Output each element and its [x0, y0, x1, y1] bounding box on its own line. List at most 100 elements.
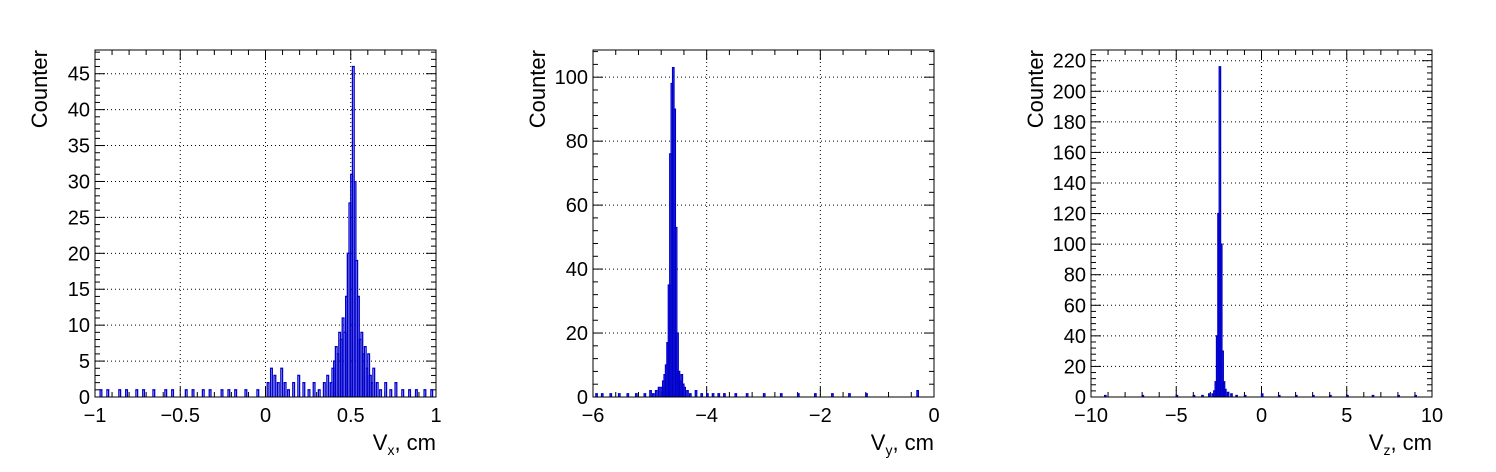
histogram-bin	[292, 381, 296, 397]
histogram-bin	[1219, 243, 1223, 397]
y-tick-label: 160	[1053, 142, 1086, 164]
y-tick-label: 35	[68, 136, 90, 158]
histogram-bin	[266, 381, 270, 397]
plot-frame	[592, 49, 935, 398]
y-tick-label: 45	[68, 64, 90, 86]
histogram-bin	[1329, 394, 1332, 397]
histogram-bin	[1141, 394, 1145, 397]
y-tick-label: 180	[1053, 112, 1086, 134]
histogram-bin	[711, 393, 715, 397]
histogram-bin	[652, 393, 655, 397]
y-axis-title: Counter	[1023, 50, 1048, 128]
x-tick-label: −5	[1165, 405, 1188, 427]
plot-frame	[94, 49, 437, 398]
histogram-bin	[1192, 394, 1196, 397]
histogram-bin	[626, 393, 630, 397]
histogram-bin	[1414, 394, 1417, 397]
histogram-bin	[414, 389, 418, 397]
y-tick-label: 0	[577, 387, 588, 409]
histogram-bin	[779, 393, 783, 397]
histogram-bin	[280, 367, 284, 397]
histogram-bin	[142, 389, 146, 397]
histogram-bin	[1346, 394, 1349, 397]
histogram-bin	[375, 381, 379, 397]
histogram-bin	[394, 381, 398, 397]
y-tick-label: 60	[566, 195, 588, 217]
x-tick-label: 1	[430, 405, 441, 427]
x-tick-label: −4	[695, 405, 718, 427]
histogram-bin	[848, 393, 851, 397]
histogram-bin	[595, 393, 598, 397]
histogram-bin	[106, 389, 110, 397]
histogram-bin	[1230, 393, 1233, 397]
histogram-bin	[617, 393, 621, 397]
histogram-bin	[326, 374, 330, 397]
histogram-bin	[654, 389, 658, 397]
x-tick-label: 5	[1341, 405, 1352, 427]
histogram-bin	[234, 389, 238, 397]
y-tick-label: 100	[555, 67, 588, 89]
histogram-bin	[430, 389, 434, 397]
y-tick-label: 120	[1053, 204, 1086, 226]
histogram-bin	[220, 389, 224, 397]
y-tick-label: 0	[79, 387, 90, 409]
x-tick-label: −2	[809, 405, 832, 427]
y-tick-label: 0	[1075, 387, 1086, 409]
y-tick-label: 25	[68, 207, 90, 229]
y-axis-title: Counter	[525, 50, 550, 128]
histogram-bin	[814, 393, 817, 397]
y-tick-label: 140	[1053, 173, 1086, 195]
histogram-bin	[762, 393, 766, 397]
histogram-bin	[408, 389, 412, 397]
histogram-bin	[297, 374, 301, 397]
histogram-bin	[1103, 394, 1107, 397]
histogram-bin	[1208, 393, 1211, 397]
histogram-bin	[423, 389, 427, 397]
histogram-bin	[657, 386, 661, 397]
histogram-bin	[676, 332, 679, 397]
x-axis-title: Vy, cm	[871, 430, 934, 458]
histogram-bin	[184, 389, 188, 397]
histogram-bin	[1218, 66, 1222, 397]
x-tick-label: −6	[582, 405, 605, 427]
x-tick-label: 0	[928, 405, 939, 427]
histogram-bin	[283, 381, 287, 397]
histogram-bin	[379, 389, 383, 397]
y-tick-label: 5	[79, 351, 90, 373]
y-tick-label: 15	[68, 279, 90, 301]
histogram-bin	[634, 393, 638, 397]
histogram-bin	[1397, 394, 1400, 397]
histogram-bin	[135, 389, 139, 397]
histogram-bin	[244, 389, 248, 397]
y-tick-label: 60	[1064, 295, 1086, 317]
y-tick-label: 20	[68, 243, 90, 265]
histogram-bin	[686, 389, 689, 397]
x-axis-title: Vx, cm	[373, 430, 436, 458]
histogram-bin	[831, 393, 834, 397]
x-tick-label: 10	[1421, 405, 1443, 427]
histogram-bin	[152, 389, 156, 397]
y-tick-label: 20	[1064, 356, 1086, 378]
histogram-bin	[401, 389, 405, 397]
y-tick-label: 200	[1053, 81, 1086, 103]
y-tick-label: 40	[68, 100, 90, 122]
histogram-bin	[600, 393, 604, 397]
plot-frame	[1090, 49, 1433, 398]
y-tick-label: 100	[1053, 234, 1086, 256]
histogram-bin	[1312, 394, 1315, 397]
x-tick-label: −0.5	[161, 405, 200, 427]
histogram-bin	[164, 389, 168, 397]
x-tick-label: 0	[260, 405, 271, 427]
histogram-bin	[1277, 394, 1281, 397]
histogram-bin	[389, 389, 393, 397]
histogram-bin	[307, 389, 311, 397]
y-tick-label: 10	[68, 315, 90, 337]
histogram-bin	[643, 393, 647, 397]
y-tick-label: 80	[566, 131, 588, 153]
histogram-bin	[688, 393, 692, 397]
histogram-bin	[118, 389, 122, 397]
histogram-bin	[694, 389, 698, 397]
histogram-bin	[125, 389, 129, 397]
histogram-bin	[1294, 394, 1298, 397]
